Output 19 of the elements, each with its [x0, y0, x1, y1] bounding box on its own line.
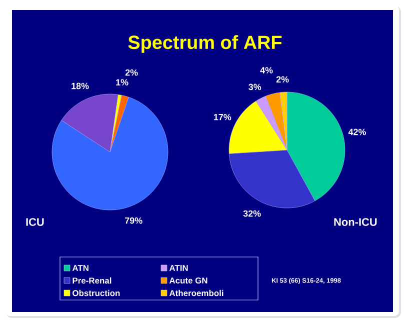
legend-label: Obstruction — [72, 290, 120, 296]
data-label: 2% — [276, 76, 289, 83]
data-label: 42% — [348, 128, 366, 136]
legend-label: ATN — [72, 265, 88, 271]
data-label: 18% — [72, 82, 89, 90]
data-label: 79% — [125, 217, 142, 224]
legend-label: Atheroemboli — [169, 290, 224, 296]
data-label: 2% — [125, 69, 138, 76]
text: ICU — [26, 218, 44, 226]
data-label: 17% — [214, 114, 232, 120]
data-label: 4% — [260, 67, 273, 74]
legend-label: Pre-Renal — [72, 277, 112, 284]
text: Non-ICU — [334, 218, 377, 226]
chart-title: Spectrum of ARF — [128, 35, 282, 53]
legend-label: ATIN — [169, 265, 188, 271]
data-label: 32% — [243, 210, 261, 217]
data-label: 3% — [248, 84, 262, 90]
data-label: 1% — [116, 79, 128, 86]
legend-label: Acute GN — [169, 278, 208, 284]
